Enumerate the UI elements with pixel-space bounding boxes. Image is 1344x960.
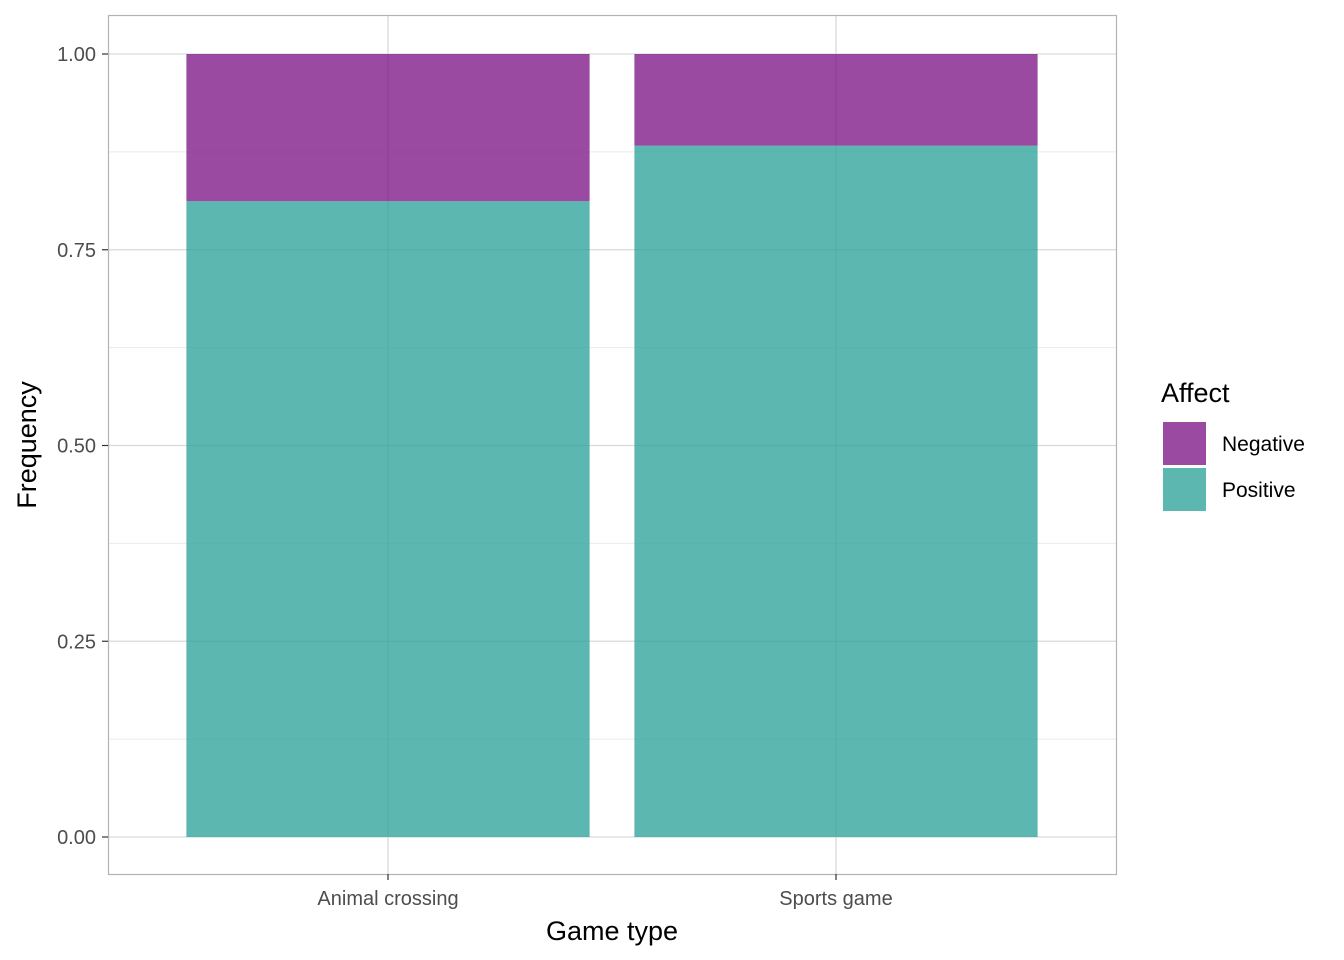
x-tick-label: Animal crossing bbox=[317, 888, 458, 910]
panel-border bbox=[107, 14, 1118, 876]
y-axis-title: Frequency bbox=[12, 381, 42, 509]
x-tick-label: Sports game bbox=[779, 888, 892, 910]
x-axis-ticks: Animal crossing Sports game bbox=[317, 874, 893, 910]
bar-positive bbox=[634, 145, 1038, 838]
y-tick-label: 0.75 bbox=[57, 240, 96, 262]
bar-negative bbox=[634, 54, 1038, 146]
x-axis-title: Game type bbox=[546, 916, 678, 946]
y-axis-ticks: 0.00 0.25 0.50 0.75 1.00 bbox=[57, 44, 108, 849]
legend-label: Negative bbox=[1222, 433, 1305, 456]
legend-label: Positive bbox=[1222, 479, 1296, 502]
bar-negative bbox=[186, 54, 590, 202]
legend-swatch-positive bbox=[1163, 468, 1206, 511]
legend: Affect Negative Positive bbox=[1161, 378, 1305, 511]
y-tick-label: 0.50 bbox=[57, 436, 96, 458]
y-tick-label: 0.00 bbox=[57, 827, 96, 849]
y-tick-label: 1.00 bbox=[57, 44, 96, 66]
y-tick-label: 0.25 bbox=[57, 631, 96, 653]
bar-positive bbox=[186, 201, 590, 838]
legend-swatch-negative bbox=[1163, 422, 1206, 465]
legend-title: Affect bbox=[1161, 378, 1230, 408]
bars-group bbox=[186, 54, 1038, 838]
